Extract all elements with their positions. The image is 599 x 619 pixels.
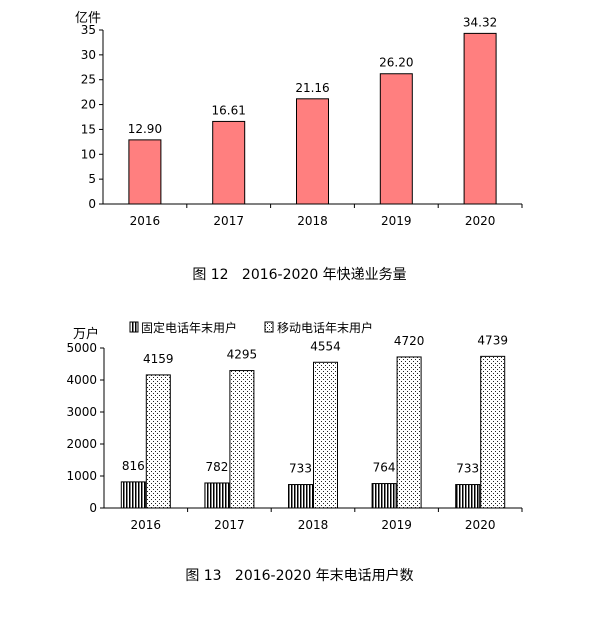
chart2-data-label-fixed: 782 [205, 460, 228, 474]
chart2-bar-mobile [480, 355, 506, 509]
chart2-caption: 图 13 2016-2020 年末电话用户数 [185, 568, 414, 584]
chart1-y-tick-label: 5 [88, 172, 96, 186]
legend-label-mobile: 移动电话年末用户 [277, 320, 373, 335]
chart2-bar-fixed [204, 482, 230, 509]
chart1-y-tick-label: 10 [81, 147, 96, 161]
chart1-unit-label: 亿件 [75, 11, 101, 26]
chart1-bar [463, 32, 497, 205]
chart2-data-label-mobile: 4295 [227, 348, 258, 362]
chart1-x-tick-label: 2019 [381, 214, 412, 228]
chart2-y-tick-label: 0 [89, 501, 97, 515]
chart2-bar-mobile [396, 356, 422, 509]
chart2-x-tick-label: 2018 [298, 518, 329, 532]
chart2-data-label-mobile: 4554 [310, 339, 341, 353]
chart1-y-tick-label: 15 [81, 122, 96, 136]
chart2-data-label-fixed: 764 [373, 461, 396, 475]
chart2-data-label-mobile: 4159 [143, 352, 174, 366]
chart2-y-tick-label: 5000 [66, 341, 97, 355]
chart2-data-label-mobile: 4739 [477, 333, 508, 347]
chart2-x-tick-label: 2017 [214, 518, 245, 532]
chart1-x-tick-label: 2016 [130, 214, 161, 228]
chart1-data-label: 12.90 [128, 122, 162, 136]
chart2-y-tick-label: 2000 [66, 437, 97, 451]
legend-swatch-mobile [264, 321, 274, 333]
chart1-x-tick-label: 2017 [213, 214, 244, 228]
chart1-data-label: 26.20 [379, 56, 413, 70]
chart1-bar [379, 73, 413, 205]
chart1-y-tick-label: 30 [81, 48, 96, 62]
chart2-legend: 固定电话年末用户 移动电话年末用户 [129, 320, 373, 335]
chart1-y-tick-label: 35 [81, 23, 96, 37]
chart2-bar-mobile [145, 374, 171, 509]
chart1-data-label: 16.61 [212, 103, 246, 117]
chart2-x-tick-label: 2020 [465, 518, 496, 532]
chart1-caption: 图 12 2016-2020 年快递业务量 [192, 267, 407, 283]
chart2-data-label-fixed: 733 [456, 462, 479, 476]
chart2-bar-fixed [455, 484, 481, 509]
chart1-data-label: 21.16 [295, 81, 329, 95]
chart2-bar-fixed [120, 481, 146, 509]
chart1-x-tick-label: 2018 [297, 214, 328, 228]
chart1-y-tick-label: 0 [88, 197, 96, 211]
chart2-unit-label: 万户 [73, 326, 99, 342]
chart2-bar-fixed [288, 484, 313, 509]
chart2-bar-mobile [229, 370, 255, 509]
chart2-plot: 0 1000 2000 3000 4000 5000 816 4159 2016 782 4295 2… [66, 333, 523, 532]
chart1-plot: 0 5 10 15 20 25 30 35 12.90 2016 16.61 2017 21.16 201… [81, 15, 523, 228]
chart2-bar-fixed [371, 483, 397, 509]
chart2-y-tick-label: 3000 [66, 405, 97, 419]
chart2-y-tick-label: 1000 [66, 469, 97, 483]
chart1-bar [296, 98, 329, 205]
chart1-x-tick-label: 2020 [465, 214, 496, 228]
chart2-x-tick-label: 2016 [131, 518, 162, 532]
chart2-data-label-fixed: 816 [122, 459, 145, 473]
chart1-y-tick-label: 20 [81, 98, 96, 112]
chart2-x-tick-label: 2019 [381, 518, 412, 532]
chart2-y-tick-label: 4000 [66, 373, 97, 387]
chart1-data-label: 34.32 [463, 15, 497, 29]
chart1-bar [212, 120, 246, 205]
chart1-bar [128, 139, 162, 205]
chart2-data-label-fixed: 733 [289, 462, 312, 476]
chart1-y-tick-label: 25 [81, 73, 96, 87]
legend-label-fixed: 固定电话年末用户 [141, 320, 237, 335]
chart2-bar-mobile [313, 361, 338, 509]
chart2-data-label-mobile: 4720 [394, 334, 425, 348]
legend-swatch-fixed [129, 321, 139, 333]
